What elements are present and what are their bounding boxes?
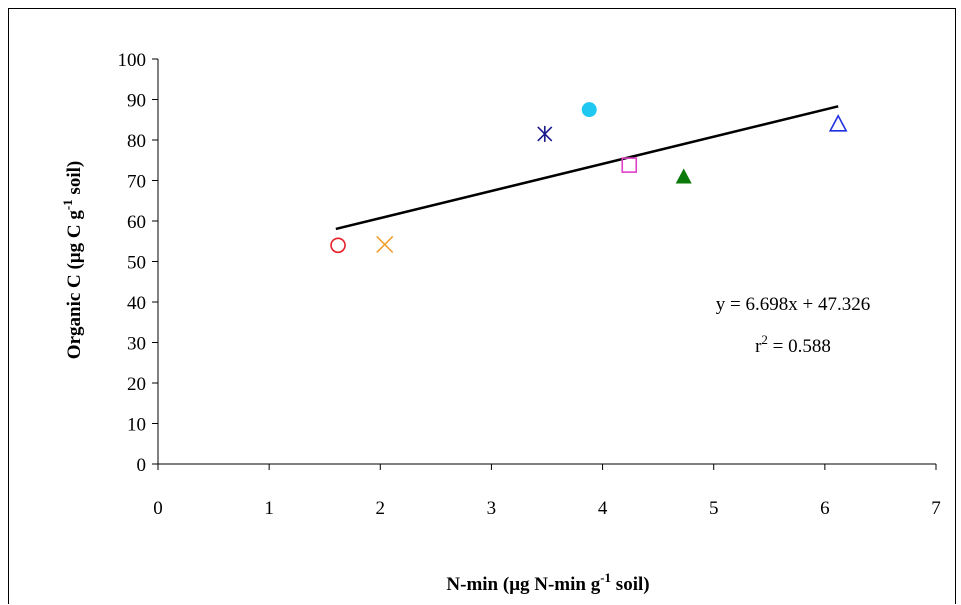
data-point-4	[581, 102, 597, 118]
data-point-6	[675, 168, 692, 184]
data-points	[330, 102, 848, 254]
data-point-2	[376, 235, 394, 254]
x-tick-label: 3	[487, 498, 497, 519]
x-tick-label: 1	[264, 498, 274, 519]
y-tick-label: 10	[127, 415, 146, 436]
x-tick-label: 5	[709, 498, 719, 519]
y-tick-label: 90	[127, 91, 146, 112]
data-point-3	[537, 125, 553, 142]
data-point-7	[828, 114, 848, 132]
y-axis-ticks: 0 10 20 30 40 50 60 70 80 90 100	[118, 50, 158, 476]
y-tick-label: 50	[127, 253, 146, 274]
y-tick-label: 0	[137, 455, 147, 476]
axes	[157, 59, 936, 465]
y-tick-label: 20	[127, 374, 146, 395]
regression-equation: y = 6.698x + 47.326	[716, 294, 870, 315]
x-tick-label: 7	[931, 498, 941, 519]
x-tick-label: 4	[598, 498, 608, 519]
y-axis-title: Organic C (μg C g-1 soil)	[60, 161, 85, 359]
data-point-5	[621, 157, 638, 173]
x-tick-label: 0	[153, 498, 163, 519]
y-tick-label: 40	[127, 293, 146, 314]
x-tick-label: 2	[376, 498, 386, 519]
y-tick-label: 70	[127, 172, 146, 193]
y-tick-label: 30	[127, 334, 146, 355]
data-point-1	[330, 237, 346, 254]
x-axis-ticks: 0 1 2 3 4 5 6 7	[153, 464, 941, 519]
chart-frame	[8, 8, 956, 604]
y-tick-label: 100	[118, 50, 147, 71]
y-tick-label: 60	[127, 212, 146, 233]
x-axis-title: N-min (μg N-min g-1 soil)	[446, 570, 649, 595]
r-squared: r2 = 0.588	[755, 332, 831, 357]
trendline	[335, 105, 839, 231]
y-tick-label: 80	[127, 131, 146, 152]
x-tick-label: 6	[820, 498, 830, 519]
